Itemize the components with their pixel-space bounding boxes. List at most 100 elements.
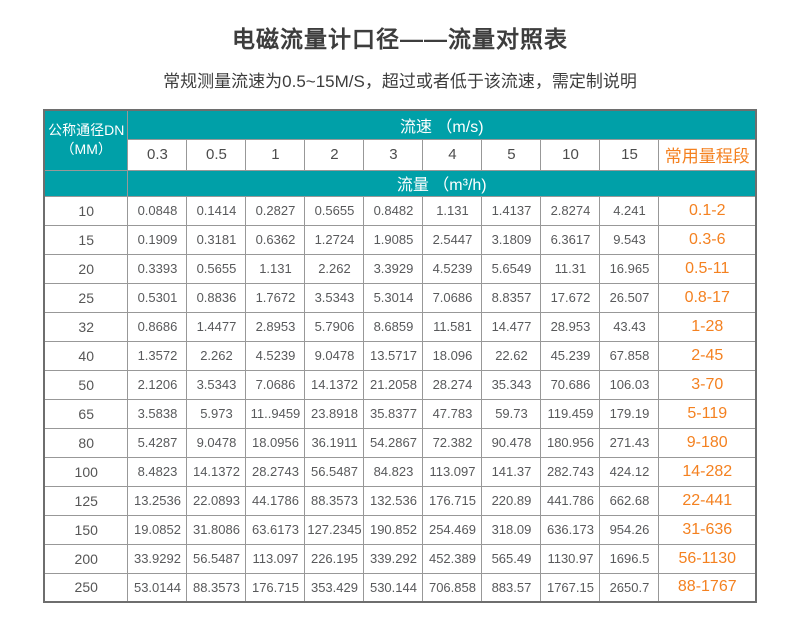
velocity-col-header: 1: [245, 138, 306, 171]
flow-value-cell: 88.3573: [304, 485, 365, 516]
flow-value-cell: 13.5717: [363, 340, 424, 371]
velocity-col-header: 3: [363, 138, 424, 171]
flow-value-cell: 0.3393: [127, 253, 188, 284]
flow-value-cell: 11..9459: [245, 398, 306, 429]
flow-value-cell: 0.1414: [186, 195, 247, 226]
table-row: 25 0.5301 0.8836 1.7672 3.5343 5.3014 7.0686 8.…: [43, 282, 757, 313]
flow-value-cell: 18.096: [422, 340, 483, 371]
flow-value-cell: 2.8274: [540, 195, 601, 226]
flow-value-cell: 0.8482: [363, 195, 424, 226]
range-value-cell: 22-441: [658, 485, 757, 516]
dn-value-cell: 40: [43, 340, 129, 371]
flow-value-cell: 84.823: [363, 456, 424, 487]
flow-value-cell: 4.5239: [422, 253, 483, 284]
flow-value-cell: 35.8377: [363, 398, 424, 429]
flow-value-cell: 119.459: [540, 398, 601, 429]
velocity-col-header: 0.5: [186, 138, 247, 171]
dn-value-cell: 200: [43, 543, 129, 574]
table-row: 15 0.1909 0.3181 0.6362 1.2724 1.9085 2.5447 3.…: [43, 224, 757, 255]
flow-value-cell: 132.536: [363, 485, 424, 516]
flow-group-row: 流量 （m³/h): [43, 169, 757, 197]
flow-group-header: 流量 （m³/h): [127, 169, 757, 197]
flow-value-cell: 662.68: [599, 485, 660, 516]
flow-value-cell: 1.4477: [186, 311, 247, 342]
flow-value-cell: 9.543: [599, 224, 660, 255]
dn-column-spacer: [43, 169, 129, 197]
dn-header-line1: 公称通径DN: [48, 122, 125, 139]
flow-value-cell: 5.6549: [481, 253, 542, 284]
flow-value-cell: 16.965: [599, 253, 660, 284]
flow-value-cell: 2.262: [186, 340, 247, 371]
flow-value-cell: 0.2827: [245, 195, 306, 226]
flow-value-cell: 8.8357: [481, 282, 542, 313]
velocity-values-row: 0.3 0.5 1 2 3 4 5 10 15 常用量程段: [44, 138, 757, 171]
flow-value-cell: 190.852: [363, 514, 424, 545]
table-body: 10 0.0848 0.1414 0.2827 0.5655 0.8482 1.131 1.4…: [43, 195, 757, 603]
range-value-cell: 0.5-11: [658, 253, 757, 284]
table-row: 32 0.8686 1.4477 2.8953 5.7906 8.6859 11.581 14…: [43, 311, 757, 342]
table-row: 50 2.1206 3.5343 7.0686 14.1372 21.2058 28.274…: [43, 369, 757, 400]
flow-value-cell: 88.3573: [186, 572, 247, 603]
flow-value-cell: 5.7906: [304, 311, 365, 342]
flow-value-cell: 2.262: [304, 253, 365, 284]
flow-value-cell: 72.382: [422, 427, 483, 458]
flow-value-cell: 113.097: [422, 456, 483, 487]
range-column-header: 常用量程段: [658, 138, 757, 171]
range-value-cell: 31-636: [658, 514, 757, 545]
flow-value-cell: 441.786: [540, 485, 601, 516]
flow-value-cell: 127.2345: [304, 514, 365, 545]
flow-value-cell: 1130.97: [540, 543, 601, 574]
range-value-cell: 0.1-2: [658, 195, 757, 226]
flow-value-cell: 0.1909: [127, 224, 188, 255]
flow-value-cell: 14.477: [481, 311, 542, 342]
flow-value-cell: 1.7672: [245, 282, 306, 313]
flow-value-cell: 26.507: [599, 282, 660, 313]
dn-value-cell: 80: [43, 427, 129, 458]
flow-value-cell: 339.292: [363, 543, 424, 574]
flow-value-cell: 3.3929: [363, 253, 424, 284]
dn-header-cell: 公称通径DN （MM）: [43, 109, 129, 171]
table-row: 65 3.5838 5.973 11..9459 23.8918 35.8377 47.78…: [43, 398, 757, 429]
flow-value-cell: 1.9085: [363, 224, 424, 255]
flow-value-cell: 2.5447: [422, 224, 483, 255]
flow-value-cell: 22.0893: [186, 485, 247, 516]
flow-value-cell: 14.1372: [304, 369, 365, 400]
flow-value-cell: 11.31: [540, 253, 601, 284]
velocity-col-header: 0.3: [127, 138, 188, 171]
table-row: 125 13.2536 22.0893 44.1786 88.3573 132.536 17…: [43, 485, 757, 516]
flow-value-cell: 0.5655: [186, 253, 247, 284]
table-row: 10 0.0848 0.1414 0.2827 0.5655 0.8482 1.131 1.4…: [43, 195, 757, 226]
flow-value-cell: 31.8086: [186, 514, 247, 545]
flow-value-cell: 23.8918: [304, 398, 365, 429]
dn-value-cell: 25: [43, 282, 129, 313]
flow-value-cell: 565.49: [481, 543, 542, 574]
flow-value-cell: 113.097: [245, 543, 306, 574]
range-value-cell: 88-1767: [658, 572, 757, 603]
flow-value-cell: 353.429: [304, 572, 365, 603]
flow-comparison-table: 公称通径DN （MM） 流速 （m/s) 0.3 0.5 1 2 3 4 5 1…: [42, 109, 758, 603]
flow-value-cell: 36.1911: [304, 427, 365, 458]
dn-value-cell: 125: [43, 485, 129, 516]
flow-value-cell: 6.3617: [540, 224, 601, 255]
flow-value-cell: 5.3014: [363, 282, 424, 313]
flow-value-cell: 4.5239: [245, 340, 306, 371]
flow-value-cell: 452.389: [422, 543, 483, 574]
range-value-cell: 5-119: [658, 398, 757, 429]
flow-value-cell: 2.1206: [127, 369, 188, 400]
table-row: 80 5.4287 9.0478 18.0956 36.1911 54.2867 72.38…: [43, 427, 757, 458]
flow-value-cell: 3.1809: [481, 224, 542, 255]
flow-value-cell: 28.2743: [245, 456, 306, 487]
flow-value-cell: 70.686: [540, 369, 601, 400]
range-value-cell: 0.3-6: [658, 224, 757, 255]
flow-value-cell: 35.343: [481, 369, 542, 400]
dn-value-cell: 15: [43, 224, 129, 255]
flow-value-cell: 56.5487: [304, 456, 365, 487]
velocity-col-header: 4: [422, 138, 483, 171]
page-subtitle: 常规测量流速为0.5~15M/S，超过或者低于该流速，需定制说明: [163, 72, 637, 91]
velocity-col-header: 10: [540, 138, 601, 171]
flow-value-cell: 220.89: [481, 485, 542, 516]
flow-value-cell: 271.43: [599, 427, 660, 458]
flow-value-cell: 1.131: [245, 253, 306, 284]
range-value-cell: 56-1130: [658, 543, 757, 574]
dn-value-cell: 150: [43, 514, 129, 545]
